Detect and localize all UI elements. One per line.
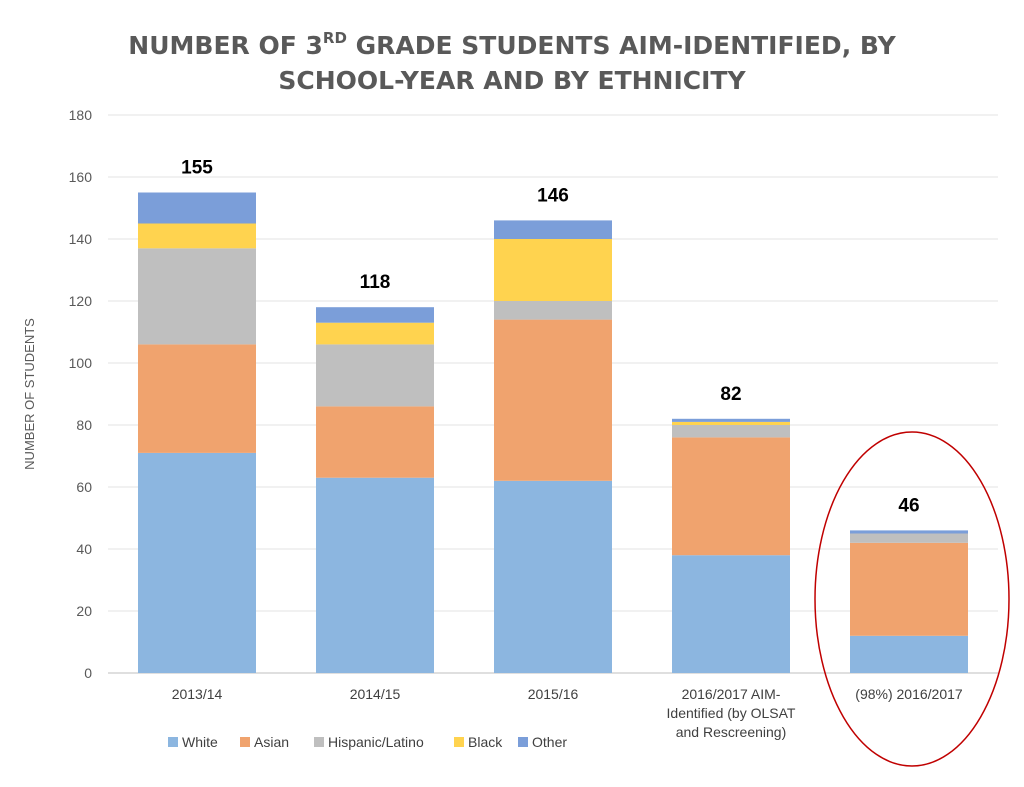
- chart-title-line2: SCHOOL-YEAR AND BY ETHNICITY: [278, 66, 746, 95]
- legend-label: Hispanic/Latino: [328, 734, 424, 750]
- y-tick-label: 60: [76, 479, 92, 495]
- bar-segment-asian: [138, 344, 256, 453]
- legend-label: White: [182, 734, 218, 750]
- x-tick-label: and Rescreening): [676, 724, 787, 740]
- y-tick-label: 120: [69, 293, 93, 309]
- legend-label: Black: [468, 734, 503, 750]
- legend-swatch: [314, 737, 324, 747]
- bar-segment-black: [138, 223, 256, 249]
- y-tick-label: 40: [76, 541, 92, 557]
- y-tick-label: 160: [69, 169, 93, 185]
- chart-title-line1: NUMBER OF 3RD GRADE STUDENTS AIM-IDENTIF…: [128, 29, 896, 60]
- bar-segment-hispanic-latino: [850, 533, 968, 543]
- x-tick-label: Identified (by OLSAT: [667, 705, 796, 721]
- x-tick-label: 2014/15: [350, 686, 401, 702]
- legend-label: Other: [532, 734, 567, 750]
- total-label: 46: [898, 495, 919, 516]
- x-tick-label: 2013/14: [172, 686, 223, 702]
- legend-swatch: [454, 737, 464, 747]
- y-tick-label: 140: [69, 231, 93, 247]
- y-tick-label: 0: [84, 665, 92, 681]
- bar-segment-hispanic-latino: [316, 344, 434, 407]
- bar-segment-asian: [316, 406, 434, 478]
- y-tick-label: 80: [76, 417, 92, 433]
- bar-segment-white: [316, 477, 434, 673]
- bar-segment-asian: [494, 319, 612, 481]
- bar-segment-asian: [672, 437, 790, 556]
- total-label: 118: [360, 272, 391, 293]
- x-tick-label: 2015/16: [528, 686, 579, 702]
- bar-segment-hispanic-latino: [138, 248, 256, 345]
- bar-segment-other: [138, 192, 256, 224]
- legend-swatch: [168, 737, 178, 747]
- bar-segment-white: [850, 635, 968, 673]
- y-tick-label: 100: [69, 355, 93, 371]
- bar-segment-other: [672, 418, 790, 422]
- y-tick-label: 180: [69, 107, 93, 123]
- y-axis-label: NUMBER OF STUDENTS: [22, 318, 37, 470]
- x-tick-label: 2016/2017 AIM-: [682, 686, 781, 702]
- total-label: 82: [720, 384, 741, 405]
- bar-segment-white: [138, 452, 256, 673]
- bar-segment-white: [672, 555, 790, 673]
- legend-swatch: [518, 737, 528, 747]
- bar-segment-asian: [850, 542, 968, 636]
- bar-segment-black: [672, 421, 790, 425]
- total-label: 155: [181, 158, 213, 179]
- highlight-ellipse: [814, 431, 1010, 767]
- total-label: 146: [537, 185, 569, 206]
- legend-label: Asian: [254, 734, 289, 750]
- bar-segment-other: [850, 530, 968, 534]
- legend-swatch: [240, 737, 250, 747]
- bar-segment-other: [494, 220, 612, 239]
- bar-segment-white: [494, 480, 612, 673]
- x-tick-label: (98%) 2016/2017: [855, 686, 963, 702]
- bar-segment-hispanic-latino: [672, 425, 790, 438]
- y-tick-label: 20: [76, 603, 92, 619]
- bar-segment-black: [494, 239, 612, 301]
- bar-segment-hispanic-latino: [494, 301, 612, 320]
- bar-segment-other: [316, 307, 434, 323]
- bar-segment-black: [316, 322, 434, 345]
